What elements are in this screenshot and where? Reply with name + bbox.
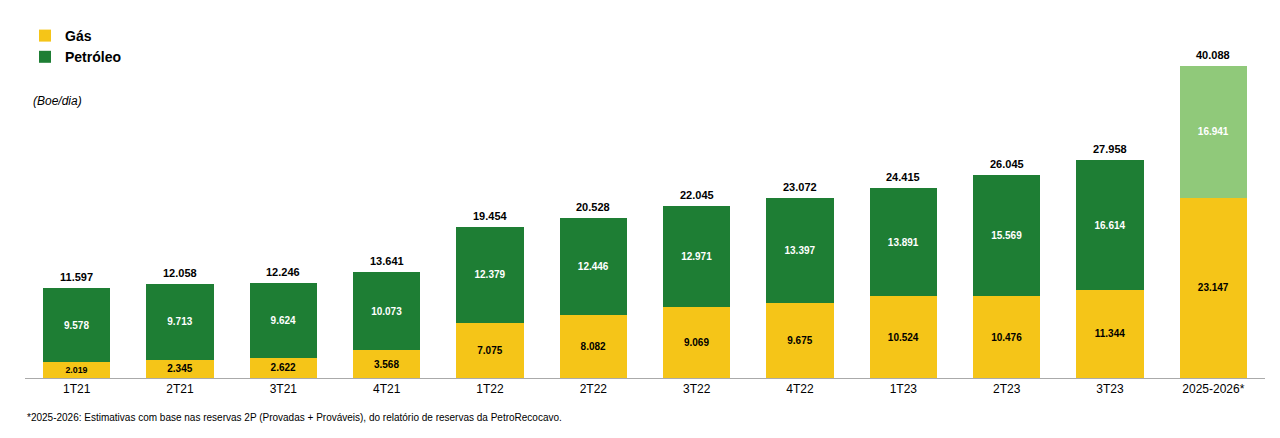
svg-text:3.568: 3.568 xyxy=(374,359,399,370)
svg-text:16.941: 16.941 xyxy=(1198,126,1229,137)
svg-text:23.147: 23.147 xyxy=(1198,282,1229,293)
svg-text:7.075: 7.075 xyxy=(477,345,502,356)
svg-text:10.524: 10.524 xyxy=(888,332,919,343)
svg-text:12.379: 12.379 xyxy=(474,269,505,280)
svg-text:24.415: 24.415 xyxy=(886,171,920,183)
svg-text:(Boe/dia): (Boe/dia) xyxy=(33,94,82,108)
svg-text:2025-2026*: 2025-2026* xyxy=(1182,382,1244,396)
svg-text:1T22: 1T22 xyxy=(476,382,504,396)
svg-text:13.397: 13.397 xyxy=(784,245,815,256)
svg-text:1T21: 1T21 xyxy=(63,382,91,396)
svg-text:20.528: 20.528 xyxy=(576,201,610,213)
svg-text:13.891: 13.891 xyxy=(888,237,919,248)
svg-text:11.344: 11.344 xyxy=(1095,328,1125,339)
svg-text:3T21: 3T21 xyxy=(270,382,298,396)
svg-text:1T23: 1T23 xyxy=(890,382,918,396)
svg-text:19.454: 19.454 xyxy=(473,210,508,222)
svg-text:11.597: 11.597 xyxy=(60,271,93,283)
svg-text:9.675: 9.675 xyxy=(787,335,812,346)
svg-text:4T21: 4T21 xyxy=(373,382,401,396)
svg-text:2.019: 2.019 xyxy=(65,365,87,375)
svg-text:22.045: 22.045 xyxy=(680,189,714,201)
svg-text:23.072: 23.072 xyxy=(783,181,817,193)
svg-text:2T23: 2T23 xyxy=(993,382,1021,396)
svg-text:Petróleo: Petróleo xyxy=(65,49,121,65)
svg-text:12.971: 12.971 xyxy=(681,251,712,262)
svg-text:12.246: 12.246 xyxy=(266,266,300,278)
svg-text:3T22: 3T22 xyxy=(683,382,711,396)
svg-text:3T23: 3T23 xyxy=(1096,382,1124,396)
svg-text:9.713: 9.713 xyxy=(167,316,192,327)
svg-text:2.622: 2.622 xyxy=(271,362,296,373)
svg-text:15.569: 15.569 xyxy=(991,230,1022,241)
svg-text:2T22: 2T22 xyxy=(580,382,608,396)
svg-text:13.641: 13.641 xyxy=(370,255,404,267)
svg-text:10.476: 10.476 xyxy=(991,332,1022,343)
svg-text:10.073: 10.073 xyxy=(371,306,402,317)
svg-text:9.578: 9.578 xyxy=(64,320,89,331)
svg-text:12.446: 12.446 xyxy=(578,261,609,272)
svg-text:*2025-2026: Estimativas com ba: *2025-2026: Estimativas com base nas res… xyxy=(27,412,562,423)
svg-text:12.058: 12.058 xyxy=(163,267,197,279)
svg-text:2T21: 2T21 xyxy=(166,382,194,396)
svg-text:26.045: 26.045 xyxy=(990,158,1024,170)
svg-text:Gás: Gás xyxy=(65,28,92,44)
svg-text:16.614: 16.614 xyxy=(1094,220,1125,231)
svg-text:8.082: 8.082 xyxy=(581,341,606,352)
svg-text:4T22: 4T22 xyxy=(786,382,814,396)
svg-text:2.345: 2.345 xyxy=(167,363,192,374)
svg-text:9.069: 9.069 xyxy=(684,337,709,348)
svg-text:9.624: 9.624 xyxy=(271,315,296,326)
svg-text:40.088: 40.088 xyxy=(1196,49,1230,61)
svg-text:27.958: 27.958 xyxy=(1093,143,1127,155)
